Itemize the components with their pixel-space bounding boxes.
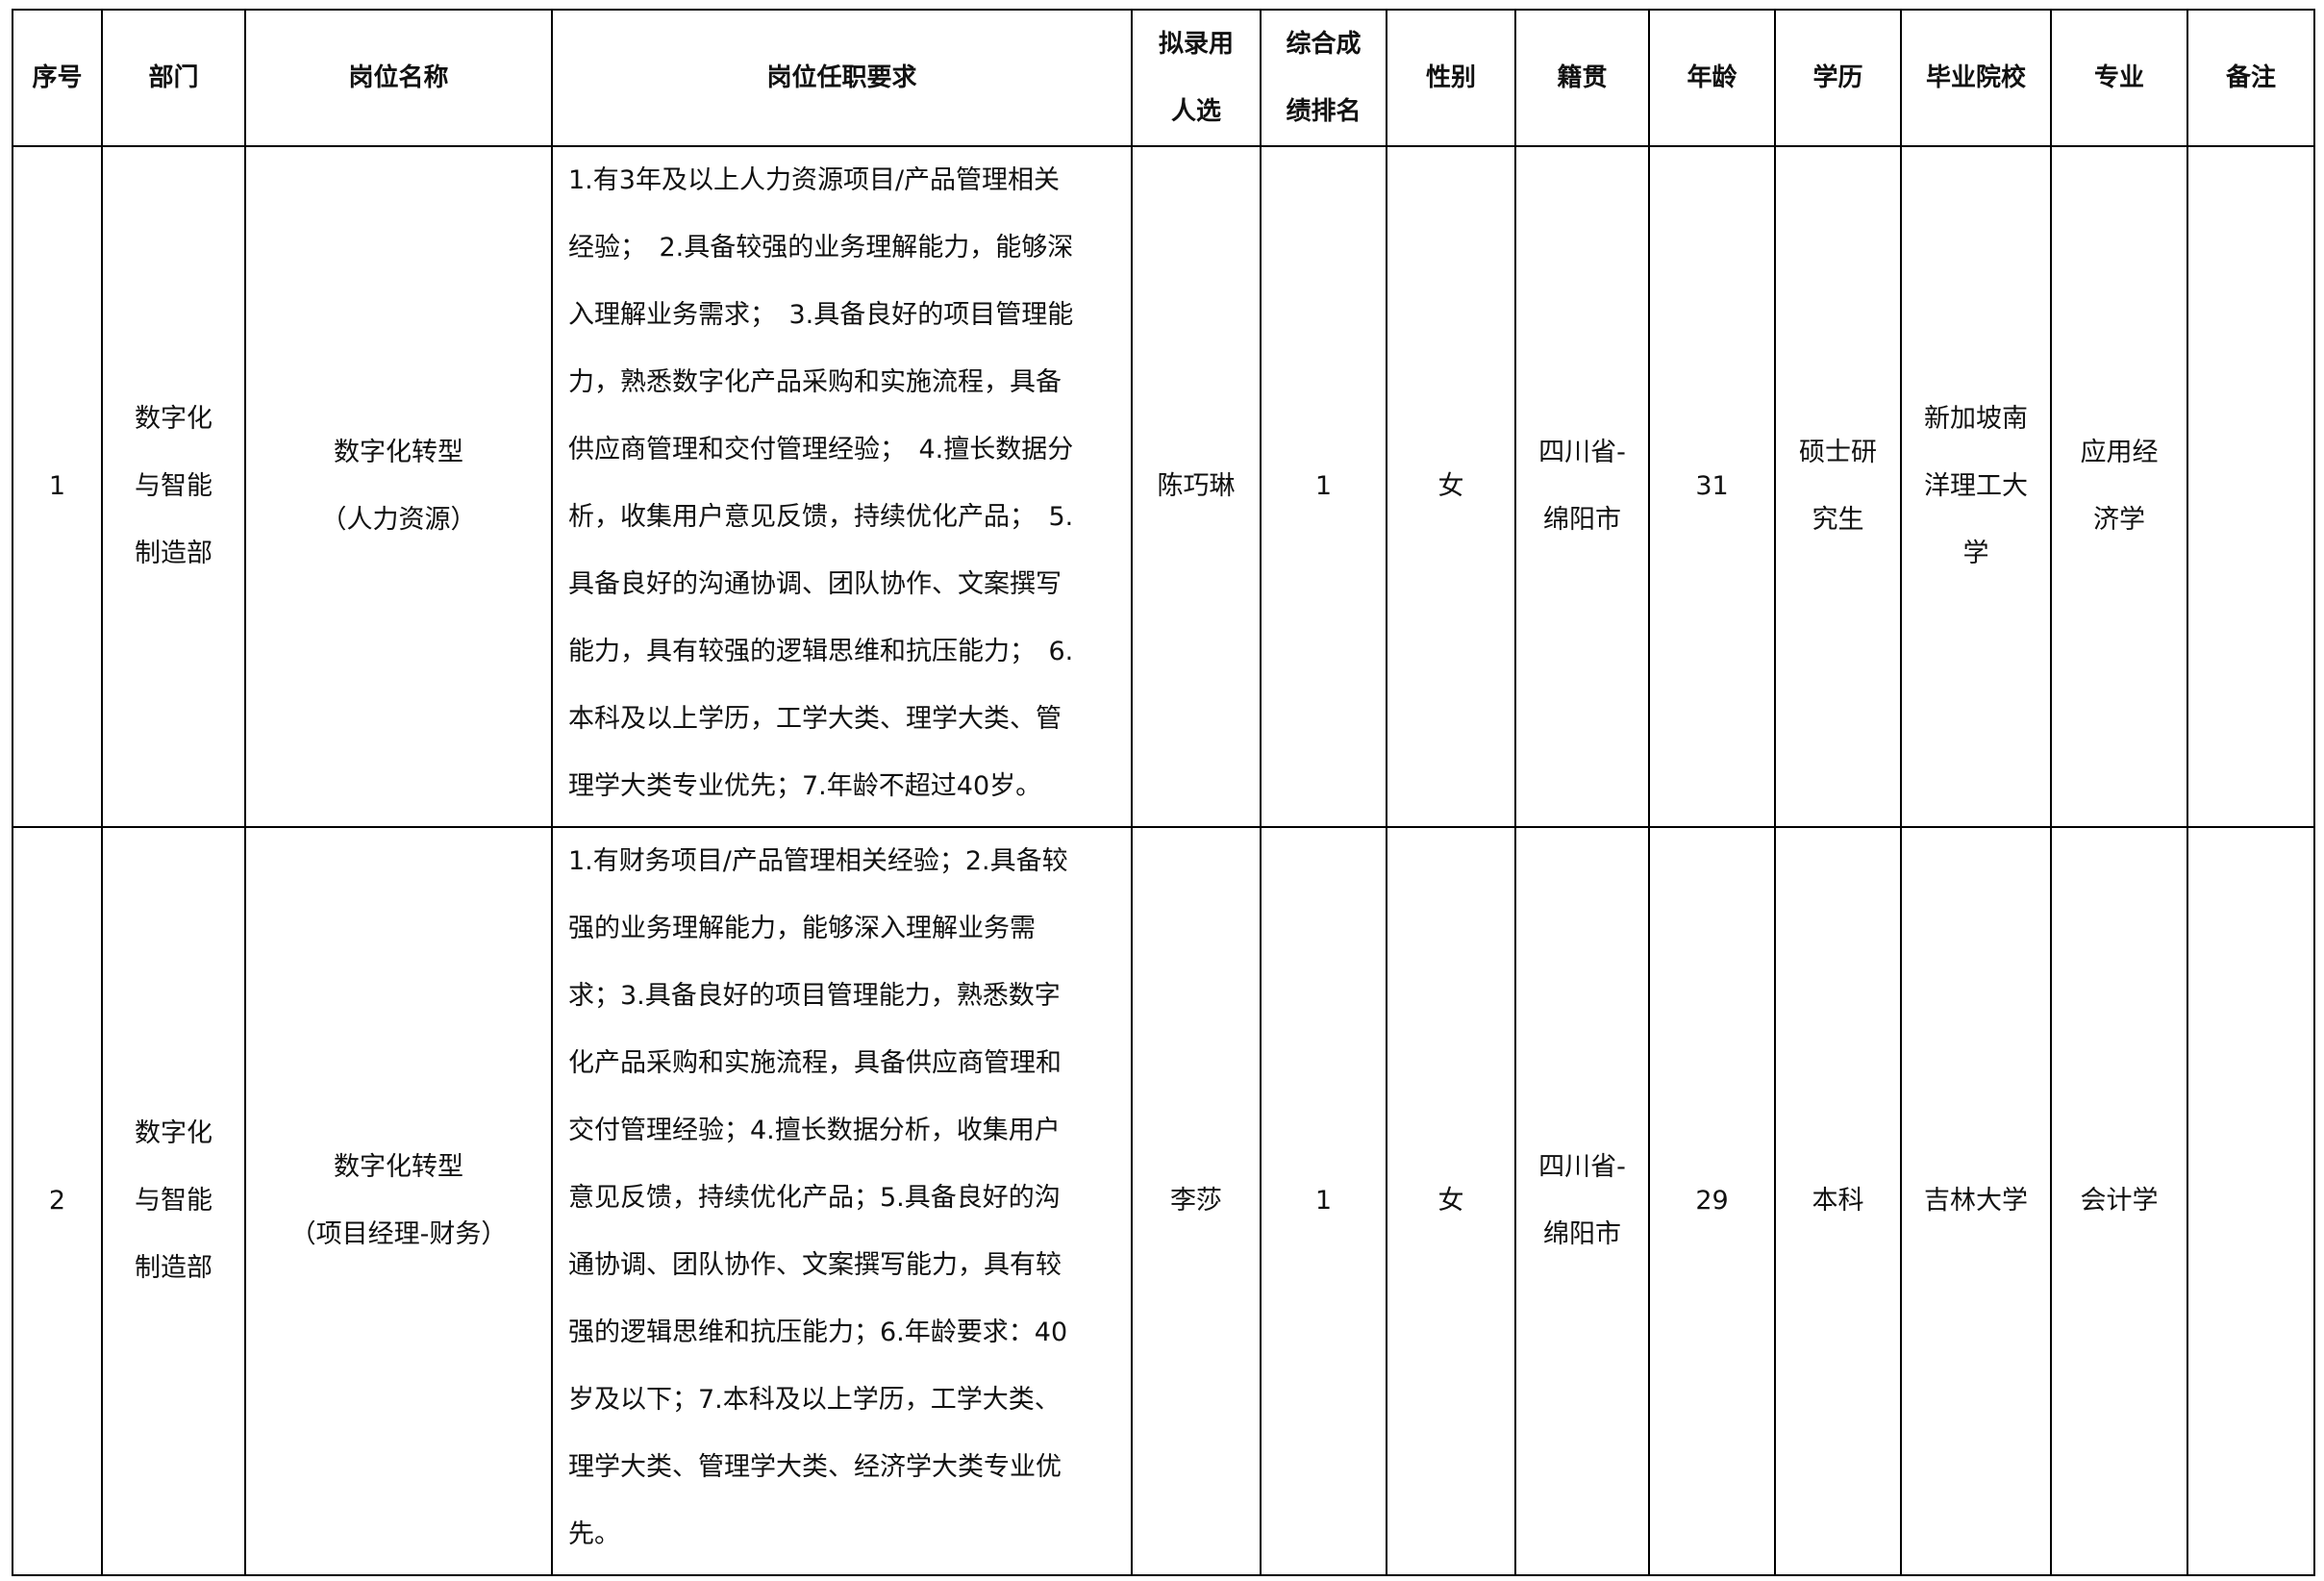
department-line: 数字化: [135, 404, 212, 434]
cell-candidate: 陈巧琳: [1131, 145, 1262, 828]
school-line: 学: [1962, 539, 1989, 568]
requirements-line: 交付管理经验；4.擅长数据分析，收集用户: [568, 1116, 1061, 1145]
requirements-line: 岁及以下；7.本科及以上学历，工学大类、: [568, 1385, 1061, 1415]
major-line: 应用经: [2080, 438, 2159, 467]
school-line: 新加坡南: [1924, 404, 2028, 434]
requirements-line: 力，熟悉数字化产品采购和实施流程，具备: [568, 367, 1062, 397]
header-remark: 备注: [2187, 9, 2315, 147]
cell-index: 2: [12, 826, 103, 1576]
cell-department: 数字化 与智能 制造部: [101, 826, 246, 1576]
cell-age: 31: [1648, 145, 1776, 828]
table-row: 1 数字化 与智能 制造部 数字化转型 （人力资源） 1.有3年及以上人力资源项目/产品管理…: [12, 145, 2315, 828]
requirements-line: 供应商管理和交付管理经验； 4.擅长数据分: [568, 435, 1074, 464]
table-row: 2 数字化 与智能 制造部 数字化转型 （项目经理-财务） 1.有财务项目/产品管理相关经验…: [12, 826, 2315, 1576]
department-line: 与智能: [135, 1186, 212, 1216]
header-candidate: 拟录用 人选: [1131, 9, 1262, 147]
origin-line: 四川省-: [1538, 1152, 1626, 1182]
position-line: 数字化转型: [334, 438, 463, 467]
major-line: 济学: [2093, 505, 2145, 535]
requirements-line: 意见反馈，持续优化产品；5.具备良好的沟: [568, 1183, 1061, 1213]
requirements-line: 理学大类专业优先；7.年龄不超过40岁。: [568, 771, 1042, 801]
cell-remark: [2187, 145, 2315, 828]
education-line: 硕士研: [1799, 438, 1877, 467]
cell-rank: 1: [1260, 145, 1387, 828]
school-line: 吉林大学: [1924, 1186, 2028, 1216]
cell-school: 吉林大学: [1900, 826, 2052, 1576]
requirements-line: 具备良好的沟通协调、团队协作、文案撰写: [568, 569, 1062, 599]
requirements-line: 求；3.具备良好的项目管理能力，熟悉数字: [568, 981, 1061, 1011]
cell-gender: 女: [1386, 826, 1516, 1576]
requirements-line: 通协调、团队协作、文案撰写能力，具有较: [568, 1250, 1062, 1280]
header-rank: 综合成 绩排名: [1260, 9, 1387, 147]
requirements-line: 先。: [568, 1519, 620, 1549]
header-row: 序号 部门 岗位名称 岗位任职要求 拟录用 人选 综合成 绩排名 性别 籍贯 年龄 …: [12, 9, 2315, 147]
header-education: 学历: [1774, 9, 1902, 147]
requirements-line: 理学大类、管理学大类、经济学大类专业优: [568, 1452, 1062, 1482]
position-line: 数字化转型: [334, 1152, 463, 1182]
cell-department: 数字化 与智能 制造部: [101, 145, 246, 828]
cell-position: 数字化转型 （人力资源）: [244, 145, 553, 828]
requirements-line: 入理解业务需求； 3.具备良好的项目管理能: [568, 300, 1074, 330]
recruitment-table: 序号 部门 岗位名称 岗位任职要求 拟录用 人选 综合成 绩排名 性别 籍贯 年龄 …: [12, 9, 2315, 1576]
header-school: 毕业院校: [1900, 9, 2052, 147]
header-age: 年龄: [1648, 9, 1776, 147]
header-origin: 籍贯: [1514, 9, 1650, 147]
header-gender: 性别: [1386, 9, 1516, 147]
cell-age: 29: [1648, 826, 1776, 1576]
requirements-line: 化产品采购和实施流程，具备供应商管理和: [568, 1048, 1062, 1078]
requirements-line: 经验； 2.具备较强的业务理解能力，能够深: [568, 233, 1074, 263]
education-line: 究生: [1812, 505, 1864, 535]
position-line: （项目经理-财务）: [289, 1219, 508, 1249]
school-line: 洋理工大: [1924, 471, 2028, 501]
department-line: 数字化: [135, 1118, 212, 1148]
header-position: 岗位名称: [244, 9, 553, 147]
cell-requirements: 1.有3年及以上人力资源项目/产品管理相关 经验； 2.具备较强的业务理解能力，能…: [551, 145, 1133, 828]
cell-education: 本科: [1774, 826, 1902, 1576]
cell-position: 数字化转型 （项目经理-财务）: [244, 826, 553, 1576]
header-requirements: 岗位任职要求: [551, 9, 1133, 147]
origin-line: 绵阳市: [1543, 1219, 1621, 1249]
major-line: 会计学: [2080, 1186, 2159, 1216]
cell-major: 会计学: [2050, 826, 2188, 1576]
department-line: 制造部: [135, 1253, 212, 1283]
requirements-line: 1.有3年及以上人力资源项目/产品管理相关: [568, 165, 1061, 195]
header-candidate-line: 拟录用: [1158, 30, 1234, 59]
requirements-line: 能力，具有较强的逻辑思维和抗压能力； 6.: [568, 637, 1074, 666]
requirements-line: 强的业务理解能力，能够深入理解业务需: [568, 914, 1036, 943]
origin-line: 绵阳市: [1543, 505, 1621, 535]
header-index: 序号: [12, 9, 103, 147]
cell-origin: 四川省- 绵阳市: [1514, 826, 1650, 1576]
cell-origin: 四川省- 绵阳市: [1514, 145, 1650, 828]
cell-education: 硕士研 究生: [1774, 145, 1902, 828]
header-rank-line: 绩排名: [1286, 97, 1362, 126]
position-line: （人力资源）: [320, 505, 477, 535]
department-line: 与智能: [135, 471, 212, 501]
cell-major: 应用经 济学: [2050, 145, 2188, 828]
header-candidate-line: 人选: [1170, 97, 1221, 126]
requirements-line: 本科及以上学历，工学大类、理学大类、管: [568, 704, 1062, 734]
education-line: 本科: [1812, 1186, 1864, 1216]
origin-line: 四川省-: [1538, 438, 1626, 467]
requirements-line: 强的逻辑思维和抗压能力；6.年龄要求：40: [568, 1318, 1068, 1347]
requirements-line: 1.有财务项目/产品管理相关经验；2.具备较: [568, 846, 1068, 876]
cell-requirements: 1.有财务项目/产品管理相关经验；2.具备较 强的业务理解能力，能够深入理解业务需…: [551, 826, 1133, 1576]
cell-gender: 女: [1386, 145, 1516, 828]
cell-index: 1: [12, 145, 103, 828]
header-major: 专业: [2050, 9, 2188, 147]
header-department: 部门: [101, 9, 246, 147]
requirements-line: 析，收集用户意见反馈，持续优化产品； 5.: [568, 502, 1074, 532]
cell-remark: [2187, 826, 2315, 1576]
cell-rank: 1: [1260, 826, 1387, 1576]
department-line: 制造部: [135, 539, 212, 568]
cell-candidate: 李莎: [1131, 826, 1262, 1576]
header-rank-line: 综合成: [1286, 30, 1362, 59]
cell-school: 新加坡南 洋理工大学: [1900, 145, 2052, 828]
